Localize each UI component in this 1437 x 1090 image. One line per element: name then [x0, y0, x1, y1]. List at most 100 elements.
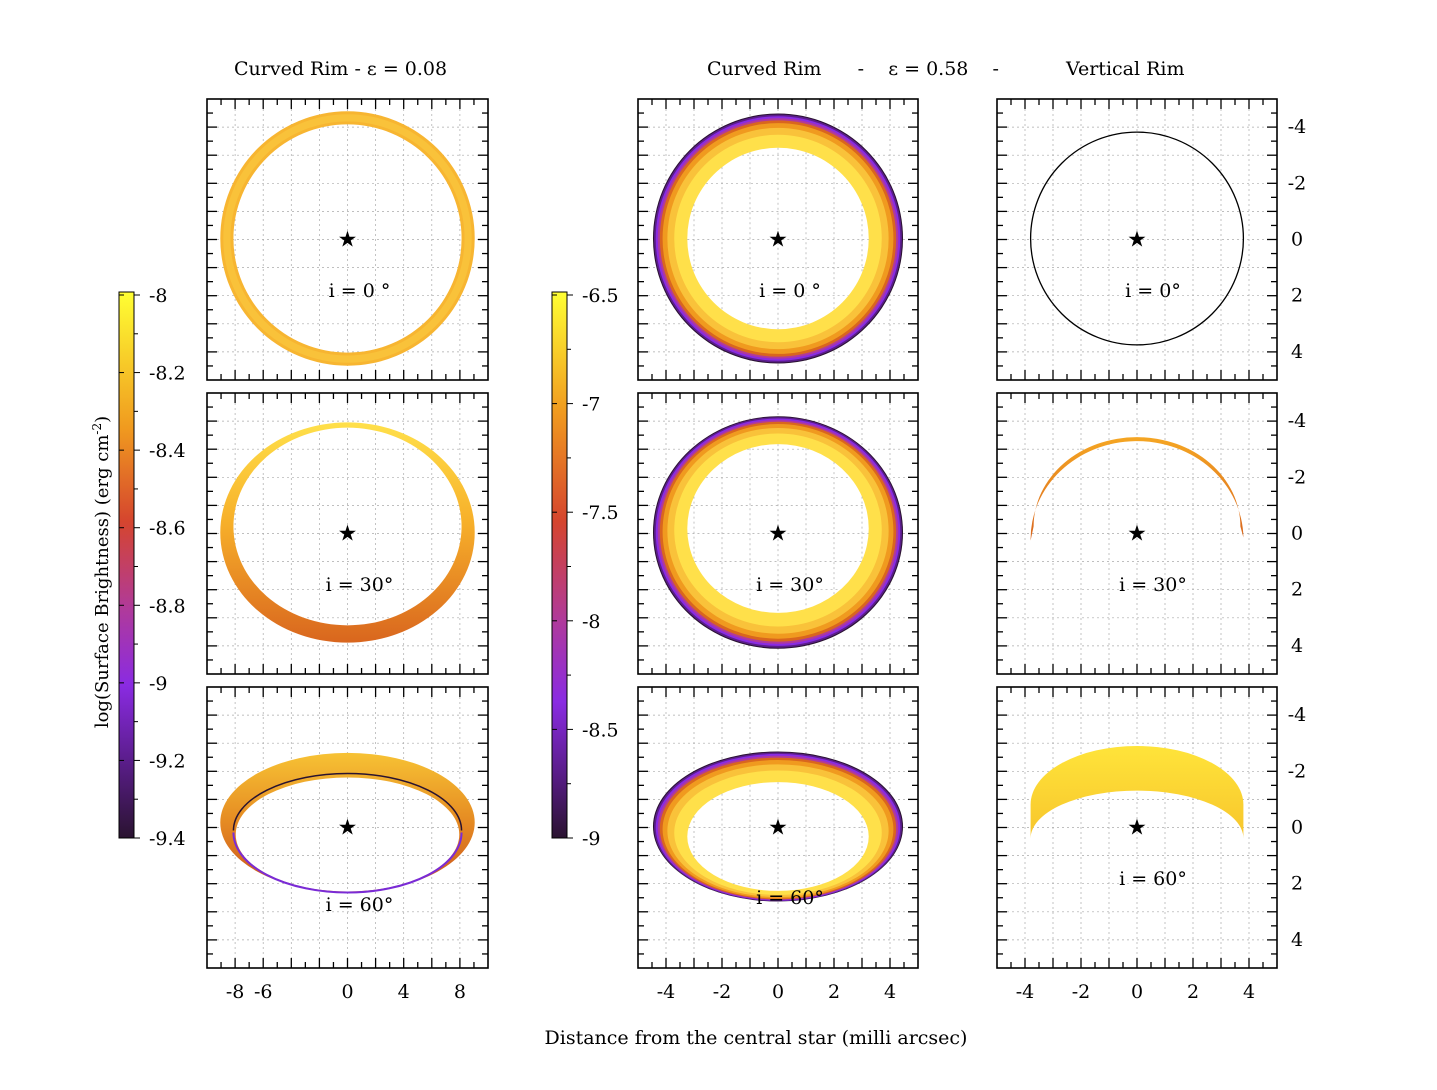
panel-frame — [996, 98, 1278, 381]
colorbar-tick-label: -7.5 — [582, 502, 619, 524]
y-tick-label: 2 — [1291, 579, 1303, 601]
x-tick-label: -4 — [1016, 981, 1035, 1003]
x-tick-label: 0 — [1131, 981, 1143, 1003]
panel-frame — [206, 686, 489, 969]
central-star-icon: ★ — [338, 228, 358, 253]
y-tick-label: -4 — [1288, 116, 1307, 138]
panel-vertical-row2: ★ i = 60° -4 -2 0 2 4 — [996, 686, 1307, 969]
colorbar-tick-label: -9.4 — [149, 828, 186, 850]
inclination-label: i = 30° — [326, 574, 394, 596]
x-tick-label: 0 — [772, 981, 784, 1003]
title-right: Vertical Rim — [1066, 58, 1185, 80]
y-tick-label: -2 — [1288, 466, 1307, 488]
colorbar-tick-label: -9 — [149, 673, 168, 695]
x-tick-label: 4 — [1243, 981, 1255, 1003]
y-tick-label: -2 — [1288, 172, 1307, 194]
ring-hole — [687, 444, 869, 613]
inclination-label: i = 30° — [1119, 574, 1187, 596]
y-tick-label: 2 — [1291, 873, 1303, 895]
ring-hole — [687, 782, 869, 891]
colorbar-tick-label: -8.5 — [582, 719, 619, 741]
colorbar-middle-ticks: -6.5 -7 -7.5 -8 -8.5 -9 — [552, 285, 619, 850]
y-tick-label: 4 — [1291, 929, 1303, 951]
panel-frame — [996, 392, 1278, 675]
inclination-label: i = 60° — [756, 887, 824, 909]
rim-circle — [1029, 131, 1245, 346]
y-tick-label: -4 — [1288, 704, 1307, 726]
panel-frame — [637, 392, 919, 675]
panel-frame — [637, 98, 919, 381]
x-tick-label: 0 — [341, 981, 353, 1003]
x-tick-label: -2 — [1072, 981, 1091, 1003]
y-tick-label: 2 — [1291, 285, 1303, 307]
central-star-icon: ★ — [338, 522, 358, 547]
inclination-label: i = 60° — [1119, 868, 1187, 890]
inclination-label: i = 0 ° — [759, 280, 821, 302]
y-tick-label: -4 — [1288, 410, 1307, 432]
central-star-icon: ★ — [768, 816, 788, 841]
panel-eps058-row0: ★ i = 0 ° — [637, 98, 919, 381]
inclination-label: i = 30° — [756, 574, 824, 596]
colorbar-tick-label: -8.4 — [149, 440, 186, 462]
y-tick-label: 0 — [1291, 817, 1303, 839]
colorbar-left — [118, 291, 135, 839]
panel-frame — [996, 686, 1278, 969]
ring-front-edge — [232, 772, 463, 831]
panel-layer: ★i = 0 °★i = 30°★i = 60°-8 -6 0 4 8★i = 0 °★… — [206, 98, 1307, 1003]
x-tick-label: 4 — [398, 981, 410, 1003]
y-tick-label: -2 — [1288, 760, 1307, 782]
title-left: Curved Rim - ε = 0.08 — [234, 58, 448, 80]
inclination-label: i = 0° — [1125, 280, 1181, 302]
x-axis-label: Distance from the central star (milli ar… — [544, 1027, 968, 1049]
ylabel-close: ) — [92, 415, 113, 423]
colorbar-tick-label: -8.6 — [149, 518, 186, 540]
panel-frame — [637, 686, 919, 969]
colorbar-tick-label: -9 — [582, 828, 601, 850]
x-tick-label: -8 — [226, 981, 245, 1003]
panel-eps008-row1: ★ i = 30° — [206, 392, 489, 675]
x-tick-label: -6 — [254, 981, 273, 1003]
colorbar-left-ticks: -8 -8.2 -8.4 -8.6 -8.8 -9 -9.2 -9.4 — [119, 285, 186, 850]
rim-band — [1030, 745, 1244, 839]
x-tick-label: 8 — [454, 981, 466, 1003]
ylabel-superscript: -2 — [90, 422, 104, 435]
ylabel-main: log(Surface Brightness) (erg cm — [92, 434, 113, 729]
inclination-label: i = 0 ° — [329, 280, 391, 302]
central-star-icon: ★ — [1127, 228, 1147, 253]
colorbar-tick-label: -7 — [582, 394, 601, 416]
panel-eps008-row0: ★ i = 0 ° — [206, 98, 489, 381]
colorbar-tick-label: -8 — [582, 611, 601, 633]
y-tick-label: 4 — [1291, 341, 1303, 363]
x-tick-label: -2 — [713, 981, 732, 1003]
panel-eps058-row1: ★ i = 30° — [637, 392, 919, 675]
panel-frame — [206, 98, 489, 381]
x-tick-label: 2 — [828, 981, 840, 1003]
colorbar-tick-label: -9.2 — [149, 750, 186, 772]
central-star-icon: ★ — [768, 522, 788, 547]
y-tick-label: 0 — [1291, 229, 1303, 251]
y-tick-label: 4 — [1291, 635, 1303, 657]
x-tick-label: -4 — [657, 981, 676, 1003]
title-middle: Curved Rim - ε = 0.58 - — [707, 58, 999, 80]
ring-back-edge — [232, 832, 463, 894]
panel-vertical-row0: ★ i = 0° -4 -2 0 2 4 — [996, 98, 1307, 381]
x-tick-label: 4 — [884, 981, 896, 1003]
colorbar-tick-label: -6.5 — [582, 285, 619, 307]
central-star-icon: ★ — [338, 816, 358, 841]
central-star-icon: ★ — [1127, 522, 1147, 547]
panel-eps058-row2: ★ i = 60° — [637, 686, 919, 969]
central-star-icon: ★ — [768, 228, 788, 253]
colorbar-middle — [551, 291, 568, 839]
y-tick-label: 0 — [1291, 523, 1303, 545]
colorbar-tick-label: -8 — [149, 285, 168, 307]
panel-frame — [206, 392, 489, 675]
central-star-icon: ★ — [1127, 816, 1147, 841]
inclination-label: i = 60° — [326, 894, 394, 916]
panel-eps008-row2: ★ i = 60° — [206, 686, 489, 969]
colorbar-tick-label: -8.2 — [149, 363, 186, 385]
colorbar-axis-label: log(Surface Brightness) (erg cm-2) — [90, 402, 113, 742]
panel-vertical-row1: ★ i = 30° -4 -2 0 2 4 — [996, 392, 1307, 675]
colorbar-tick-label: -8.8 — [149, 595, 186, 617]
x-tick-label: 2 — [1187, 981, 1199, 1003]
